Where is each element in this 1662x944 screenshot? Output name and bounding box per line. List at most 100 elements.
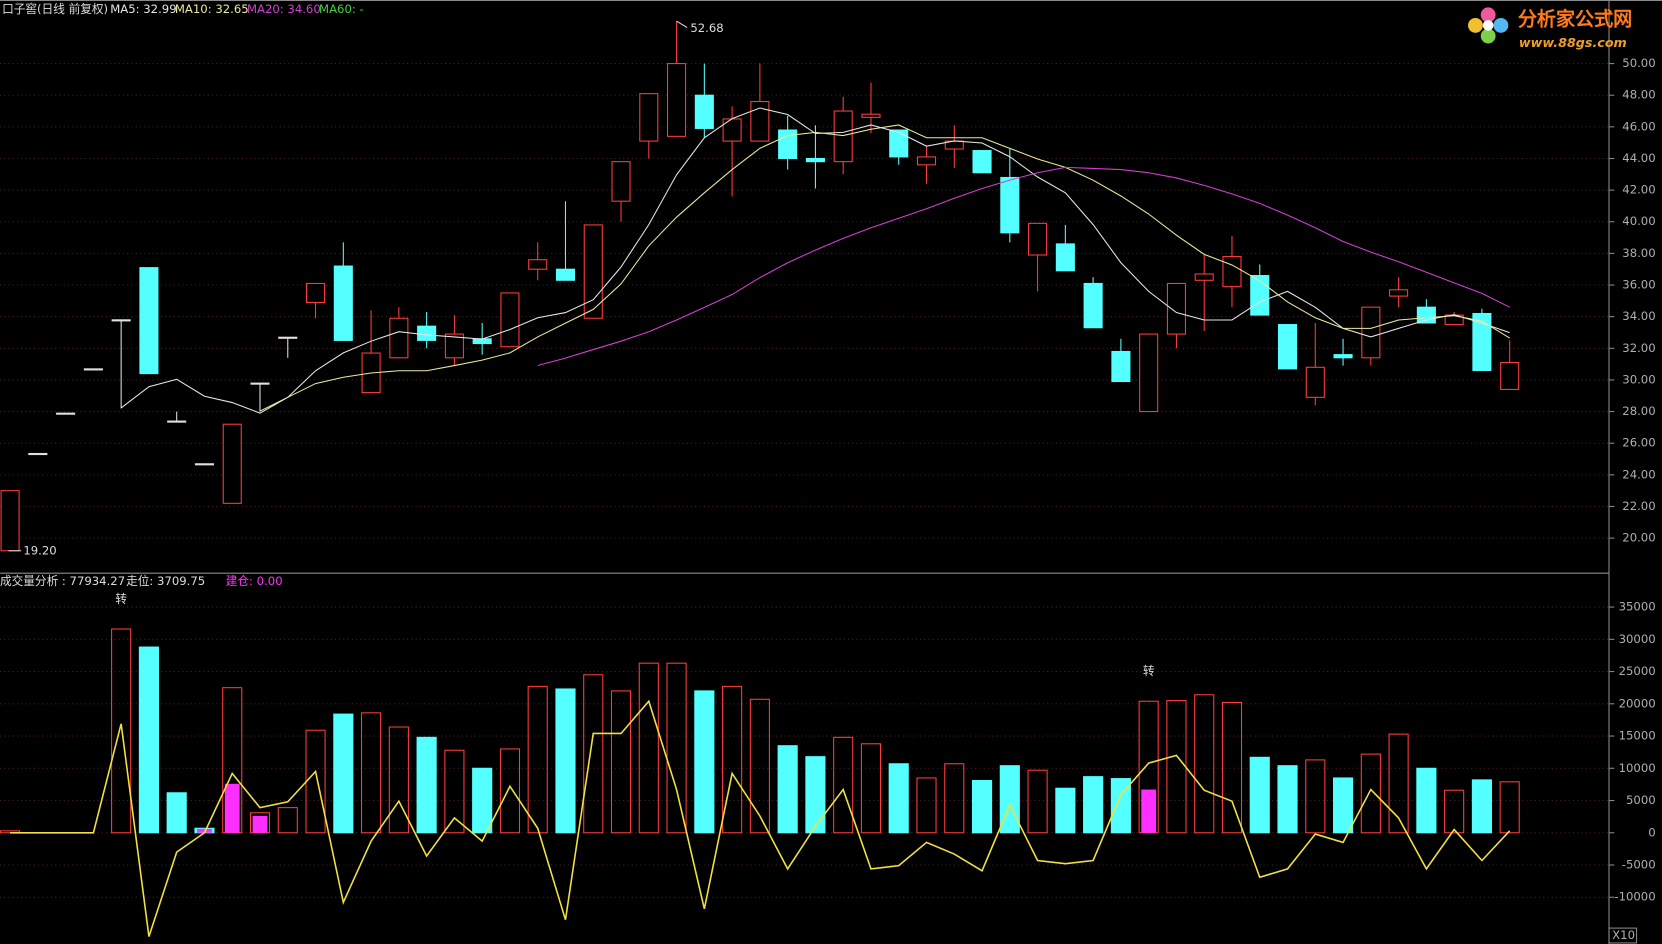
volume-bar xyxy=(555,688,576,834)
candle-body xyxy=(0,490,20,552)
candle-body xyxy=(667,63,687,137)
candle-body xyxy=(1500,362,1520,390)
volume-bar xyxy=(777,745,798,834)
legend-entry: MA10: 32.65 xyxy=(175,2,249,16)
volume-bar xyxy=(610,690,632,834)
volume-bar xyxy=(860,743,882,834)
volume-bar xyxy=(333,713,354,834)
candle-body xyxy=(889,129,909,158)
annotation: 转 xyxy=(115,592,127,606)
y-tick-label: 25000 xyxy=(1619,664,1656,678)
candle-body xyxy=(1333,354,1353,359)
volume-bar xyxy=(833,736,854,834)
candle-body xyxy=(722,118,742,142)
y-tick-label: 22.00 xyxy=(1622,499,1655,513)
y-tick-label: 40.00 xyxy=(1622,214,1655,228)
logo-petal xyxy=(1493,18,1509,33)
y-tick-label: -5000 xyxy=(1622,858,1656,872)
candle-body xyxy=(1083,282,1103,329)
candle-body xyxy=(1194,273,1214,281)
legend-entry: MA60: - xyxy=(319,2,364,16)
low-marker: 19.20 xyxy=(23,543,56,557)
volume-bar xyxy=(1277,765,1298,834)
candle-body xyxy=(778,129,798,160)
volume-bar xyxy=(416,736,437,834)
volume-bar xyxy=(138,646,159,834)
position-bar xyxy=(224,783,240,833)
y-tick-label: 38.00 xyxy=(1622,246,1655,260)
y-tick-label: 24.00 xyxy=(1622,467,1655,481)
logo-center xyxy=(1482,20,1494,31)
y-tick-label: 20.00 xyxy=(1622,531,1655,545)
volume-bar xyxy=(694,690,715,834)
volume-bar xyxy=(1027,769,1048,834)
candle-body xyxy=(861,113,881,118)
volume-bar xyxy=(638,662,659,834)
position-bar xyxy=(197,828,212,833)
volume-bar xyxy=(916,777,937,834)
y-tick-label: 10000 xyxy=(1619,761,1656,775)
volume-bar xyxy=(277,807,298,834)
candle-body xyxy=(1166,282,1186,335)
marker-pointer xyxy=(676,20,688,29)
volume-bar xyxy=(1388,733,1409,834)
candle-body xyxy=(805,157,825,163)
candle-body xyxy=(916,156,937,166)
candle-body xyxy=(1361,306,1381,359)
logo: 分析家公式网 www.88gs.com xyxy=(1468,7,1632,50)
legend-entry: MA20: 34.60 xyxy=(247,2,321,16)
candle-body xyxy=(1250,275,1270,316)
volume-bar xyxy=(749,698,770,834)
y-tick-label: 35000 xyxy=(1619,600,1656,614)
volume-bar xyxy=(388,726,409,834)
volume-bar xyxy=(944,763,965,834)
volume-bar xyxy=(971,780,993,834)
volume-bar xyxy=(805,756,826,834)
candle-body xyxy=(639,93,659,142)
ma-line xyxy=(259,124,1510,412)
candle-body xyxy=(389,317,409,359)
candle-body xyxy=(167,420,187,423)
volume-bar xyxy=(1360,753,1381,834)
high-marker: 52.68 xyxy=(690,21,723,35)
y-tick-label: 15000 xyxy=(1619,729,1656,743)
candle-body xyxy=(1277,324,1298,370)
candle-body xyxy=(500,292,520,348)
ma-line xyxy=(537,166,1510,367)
candle-body xyxy=(1305,366,1325,398)
candle-body xyxy=(56,412,76,415)
volume-bar xyxy=(1499,781,1520,834)
legend-entry: MA5: 32.99 xyxy=(110,2,176,16)
candle-body xyxy=(333,265,353,341)
candle-body xyxy=(444,333,464,359)
y-tick-label: 30.00 xyxy=(1622,372,1655,386)
y-tick-label: 32.00 xyxy=(1622,341,1655,355)
y-tick-label: 28.00 xyxy=(1622,404,1655,418)
position-bar xyxy=(1141,789,1157,833)
volume-bar xyxy=(444,749,465,834)
candle-body xyxy=(250,382,270,385)
legend-entry: 成交量分析 : 77934.27 xyxy=(0,574,125,588)
candle-body xyxy=(750,101,770,142)
logo-petal xyxy=(1480,7,1496,23)
candle-body xyxy=(1111,350,1131,383)
unit-box xyxy=(1608,927,1638,944)
legend-entry: 建仓: 0.00 xyxy=(226,574,283,588)
volume-bar xyxy=(361,712,382,834)
y-tick-label: 44.00 xyxy=(1622,151,1655,165)
volume-bar xyxy=(1444,789,1465,834)
candle-body xyxy=(972,150,992,174)
volume-bar xyxy=(166,792,187,834)
y-tick-label: 50.00 xyxy=(1622,56,1655,70)
volume-bar xyxy=(1249,756,1270,834)
logo-url: www.88gs.com xyxy=(1519,35,1627,50)
y-tick-label: 0 xyxy=(1648,825,1655,839)
candle-body xyxy=(139,267,159,375)
volume-bar xyxy=(111,628,132,834)
candle-body xyxy=(417,325,437,341)
volume-bar xyxy=(888,763,909,834)
candle-body xyxy=(83,368,103,371)
y-tick-label: 42.00 xyxy=(1622,183,1655,197)
